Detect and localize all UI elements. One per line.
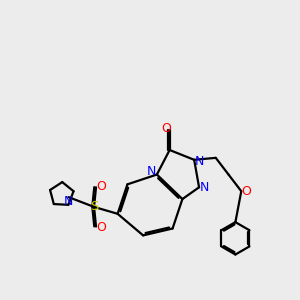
Text: N: N bbox=[64, 195, 73, 208]
Text: O: O bbox=[242, 185, 251, 198]
Text: S: S bbox=[90, 200, 98, 213]
Text: N: N bbox=[200, 181, 209, 194]
Text: O: O bbox=[161, 122, 171, 134]
Text: N: N bbox=[195, 155, 204, 168]
Text: O: O bbox=[96, 220, 106, 234]
Text: O: O bbox=[96, 180, 106, 193]
Text: N: N bbox=[147, 164, 156, 178]
